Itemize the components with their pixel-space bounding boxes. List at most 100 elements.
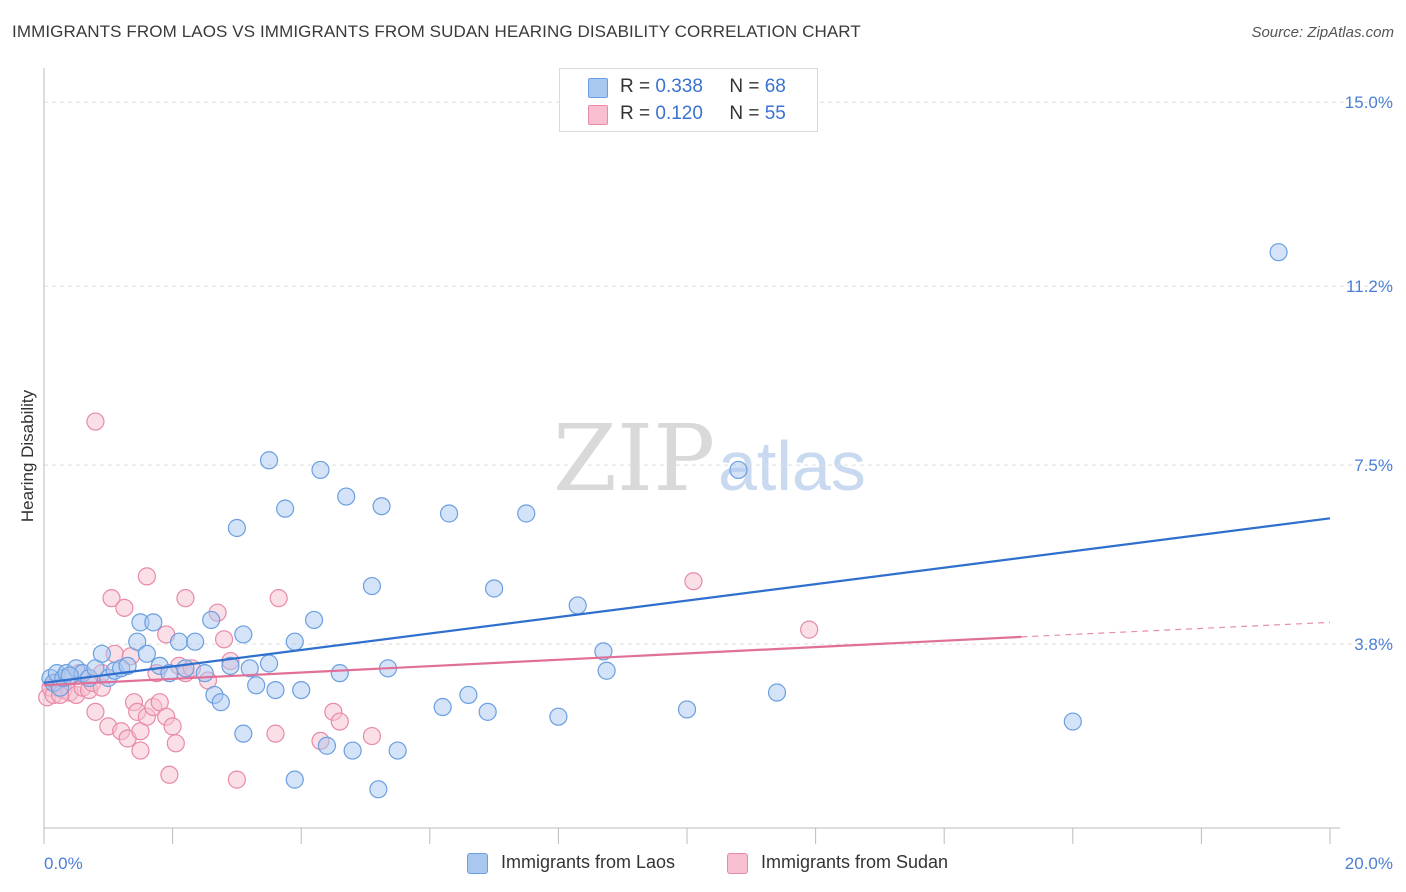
point-laos: [128, 632, 147, 651]
point-sudan: [131, 741, 150, 760]
point-laos: [485, 579, 504, 598]
point-laos: [195, 664, 214, 683]
point-laos: [266, 680, 285, 700]
point-laos: [311, 460, 330, 480]
point-laos: [1063, 712, 1082, 731]
point-laos: [227, 518, 246, 538]
point-laos: [259, 451, 279, 470]
point-laos: [247, 676, 266, 695]
point-sudan: [227, 770, 246, 789]
point-laos: [304, 610, 324, 630]
point-laos: [767, 683, 787, 702]
trend-lines: [43, 517, 1331, 687]
series-laos-points: [41, 243, 1288, 799]
point-sudan: [102, 589, 121, 608]
point-laos: [234, 724, 253, 743]
legend-swatch-sudan: [727, 853, 748, 874]
x-tick-label: 0.0%: [44, 854, 83, 873]
legend-swatch-sudan: [588, 105, 608, 125]
legend-r-label: R =: [620, 76, 651, 97]
y-tick-label: 11.2%: [1346, 277, 1393, 296]
legend-n-value: 55: [764, 103, 786, 124]
point-laos: [240, 659, 259, 678]
point-laos: [729, 460, 748, 480]
point-sudan: [330, 712, 349, 731]
point-sudan: [115, 598, 134, 617]
point-laos: [597, 661, 616, 680]
point-sudan: [214, 630, 234, 649]
legend-label-laos: Immigrants from Laos: [501, 852, 676, 872]
point-sudan: [166, 734, 185, 753]
point-sudan: [86, 412, 105, 431]
point-laos: [343, 741, 362, 760]
y-tick-label: 3.8%: [1354, 635, 1393, 654]
point-laos: [594, 642, 613, 661]
point-laos: [202, 610, 221, 630]
point-laos: [478, 702, 497, 721]
y-tick-label: 7.5%: [1354, 456, 1393, 475]
watermark: ZIP atlas: [553, 405, 866, 512]
point-laos: [372, 497, 391, 516]
x-tick-label: 20.0%: [1345, 854, 1393, 873]
legend-n-label: N =: [729, 76, 760, 97]
chart-title: IMMIGRANTS FROM LAOS VS IMMIGRANTS FROM …: [12, 22, 861, 41]
legend-label-sudan: Immigrants from Sudan: [761, 852, 949, 872]
point-laos: [169, 632, 189, 651]
source-label: Source: ZipAtlas.com: [1251, 24, 1394, 41]
point-laos: [259, 654, 279, 673]
point-laos: [568, 596, 587, 615]
trend-line-sudan-extension: [1021, 621, 1331, 638]
x-tick-labels: 0.0% 20.0%: [44, 854, 1393, 873]
legend-r-value: 0.120: [655, 103, 703, 124]
point-laos: [285, 632, 304, 651]
point-laos: [118, 656, 137, 676]
point-sudan: [176, 589, 195, 608]
point-laos: [1269, 243, 1288, 262]
point-laos: [60, 666, 79, 685]
point-laos: [186, 632, 205, 651]
y-tick-label: 15.0%: [1345, 93, 1393, 112]
point-laos: [92, 644, 111, 663]
y-tick-labels: 3.8% 7.5% 11.2% 15.0%: [1345, 93, 1393, 654]
point-laos: [221, 656, 240, 676]
point-laos: [317, 736, 337, 755]
point-sudan: [137, 567, 156, 586]
point-sudan: [160, 765, 179, 784]
y-axis-label: Hearing Disability: [18, 389, 37, 522]
point-laos: [137, 644, 156, 663]
point-laos: [211, 693, 230, 712]
point-laos: [517, 504, 536, 523]
point-laos: [234, 625, 253, 644]
legend-r-value: 0.338: [655, 76, 703, 97]
point-laos: [433, 697, 452, 717]
point-laos: [549, 707, 568, 726]
legend-swatch-laos: [588, 78, 608, 98]
point-laos: [144, 613, 163, 632]
point-sudan: [684, 572, 703, 591]
stats-legend: R = 0.338 N = 68 R = 0.120 N = 55: [559, 68, 818, 132]
point-laos: [176, 659, 195, 678]
point-laos: [388, 741, 407, 760]
trend-line-sudan: [43, 635, 1022, 687]
point-sudan: [163, 717, 182, 736]
point-sudan: [86, 702, 105, 721]
point-laos: [330, 664, 349, 683]
point-sudan: [269, 589, 288, 608]
point-sudan: [362, 726, 382, 746]
legend-swatch-laos: [467, 853, 488, 874]
trend-line-laos: [43, 517, 1331, 684]
point-laos: [276, 499, 295, 518]
point-laos: [362, 576, 382, 596]
point-laos: [292, 680, 311, 700]
point-sudan: [800, 620, 819, 639]
point-sudan: [266, 724, 285, 743]
watermark-zip: ZIP: [553, 405, 715, 512]
point-laos: [677, 700, 697, 719]
legend-n-label: N =: [729, 103, 760, 124]
point-laos: [285, 770, 304, 789]
point-laos: [439, 504, 459, 523]
point-laos: [337, 487, 356, 506]
point-laos: [459, 685, 478, 705]
legend-n-value: 68: [764, 76, 786, 97]
